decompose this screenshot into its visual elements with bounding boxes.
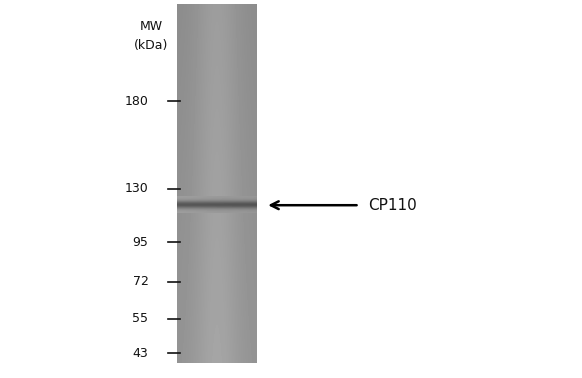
Text: 55: 55: [133, 312, 148, 325]
Text: 180: 180: [125, 94, 148, 107]
Text: (kDa): (kDa): [134, 39, 168, 52]
Text: 130: 130: [125, 183, 148, 195]
Text: MW: MW: [140, 20, 163, 33]
Text: CP110: CP110: [368, 198, 417, 213]
Text: 72: 72: [133, 275, 148, 288]
Text: 95: 95: [133, 236, 148, 249]
Text: 43: 43: [133, 347, 148, 360]
